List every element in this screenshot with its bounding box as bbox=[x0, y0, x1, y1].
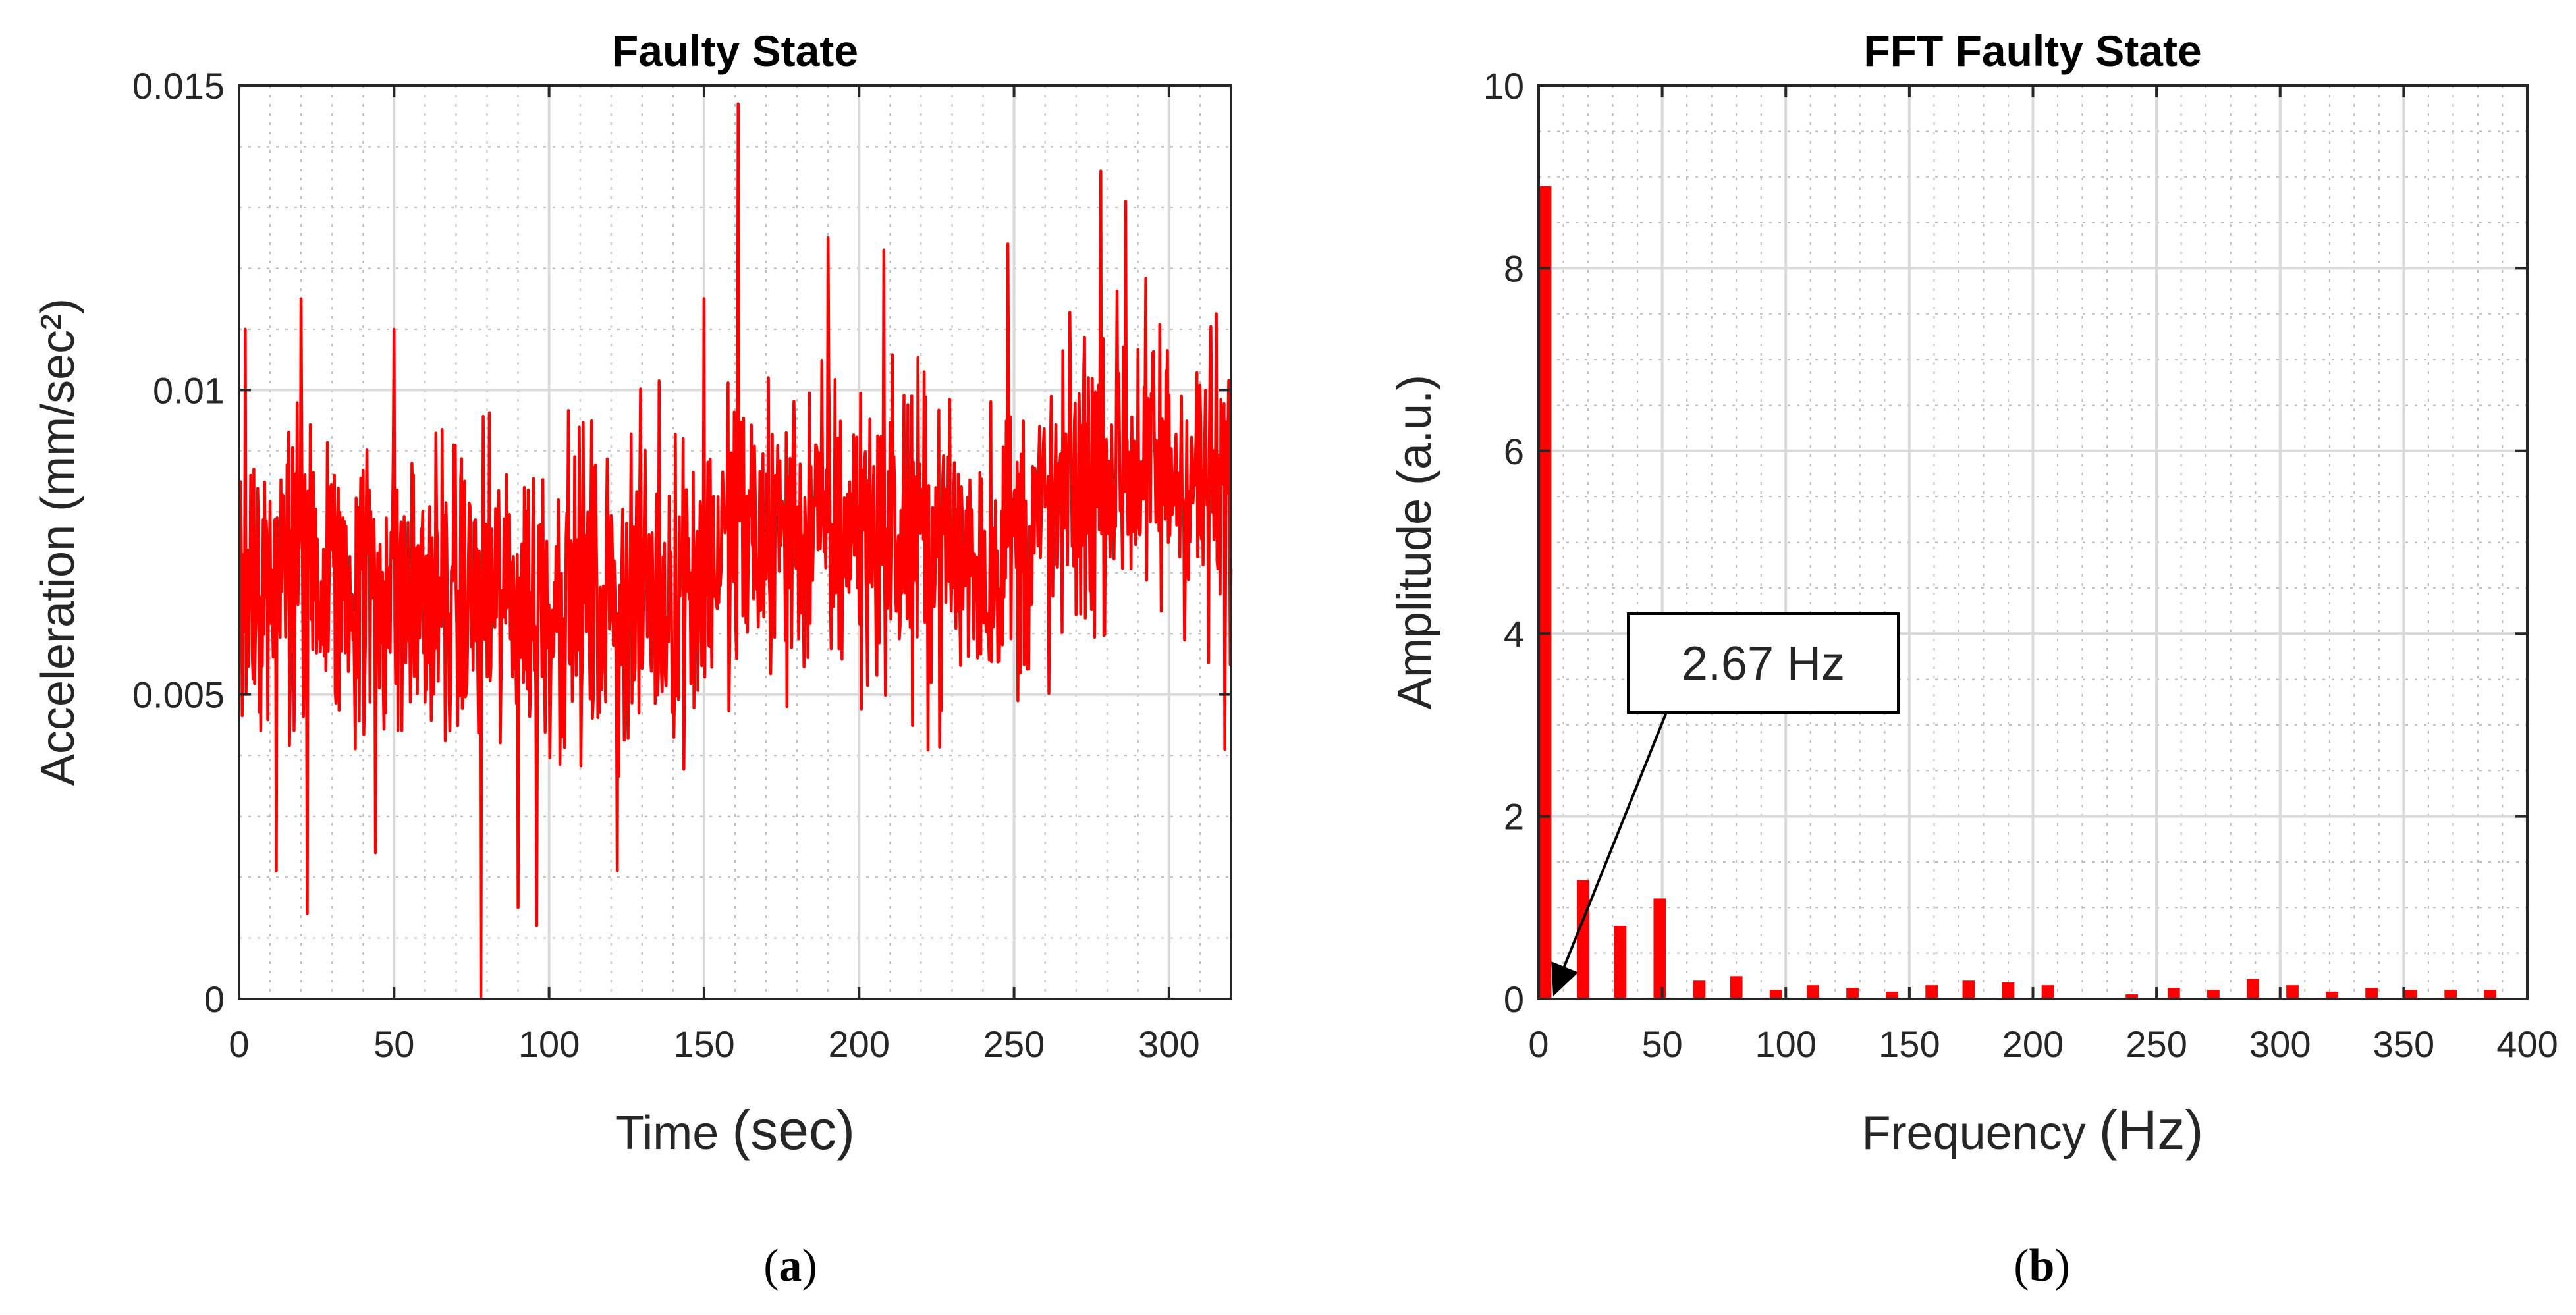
panel-b-annotation: 2.67 Hz bbox=[1551, 612, 1900, 996]
panel-a-caption: (a) bbox=[763, 1241, 817, 1291]
fft-bar bbox=[1693, 980, 1706, 999]
panel-b-title: FFT Faulty State bbox=[1863, 26, 2201, 75]
panel-a-signal-trace bbox=[237, 102, 1233, 1001]
panel-b-x-tick-label: 50 bbox=[1641, 1023, 1682, 1065]
panel-a-title: Faulty State bbox=[612, 26, 858, 75]
fft-bar bbox=[1886, 991, 1898, 999]
fft-bar bbox=[1846, 988, 1859, 999]
panel-b-x-tick-label: 100 bbox=[1755, 1023, 1817, 1065]
panel-a-y-axis-label: Acceleration (mm/sec²) bbox=[32, 298, 84, 786]
fft-bar bbox=[1730, 976, 1743, 999]
fft-bar bbox=[2041, 985, 2054, 999]
panel-b-x-tick-label: 400 bbox=[2496, 1023, 2558, 1065]
fft-bar bbox=[2247, 979, 2259, 999]
panel-b-y-axis-label: Amplitude (a.u.) bbox=[1388, 375, 1441, 709]
panel-a-axes-box bbox=[238, 84, 1232, 1000]
fft-bar bbox=[2405, 990, 2418, 999]
panel-a-x-tick-label: 150 bbox=[673, 1023, 734, 1065]
fft-bar bbox=[2125, 994, 2138, 999]
panel-b-x-tick-label: 0 bbox=[1528, 1023, 1548, 1065]
fft-bar bbox=[2444, 990, 2457, 999]
fft-bar bbox=[1962, 980, 1975, 999]
panel-b-y-tick-label: 2 bbox=[1504, 796, 1524, 838]
panel-b-x-tick-label: 350 bbox=[2373, 1023, 2434, 1065]
panel-b-x-axis-label: Frequency (Hz) bbox=[1862, 1099, 2204, 1161]
panel-b-x-tick-label: 300 bbox=[2249, 1023, 2311, 1065]
fft-bar bbox=[1577, 880, 1589, 999]
panel-a-y-tick-label: 0.01 bbox=[153, 369, 225, 411]
panel-b-x-tick-label: 200 bbox=[2002, 1023, 2064, 1065]
fft-bar bbox=[2484, 990, 2497, 999]
annotation-arrow-line bbox=[1558, 712, 1668, 979]
panel-a-x-tick-label: 200 bbox=[829, 1023, 890, 1065]
fft-bar bbox=[1925, 985, 1938, 999]
panel-a-x-tick-label: 250 bbox=[983, 1023, 1045, 1065]
panel-b-grid bbox=[1537, 84, 2529, 1000]
panel-a-y-tick-label: 0 bbox=[204, 979, 225, 1020]
annotation-text: 2.67 Hz bbox=[1682, 637, 1845, 690]
panel-a-ticks: 0 50 100 150 200 250 300 0 0.005 0.01 0.015 bbox=[132, 65, 1231, 1065]
fft-bar bbox=[1769, 990, 1782, 999]
fft-bar bbox=[2168, 988, 2180, 999]
panel-b-y-tick-label: 6 bbox=[1504, 431, 1524, 472]
fft-bar bbox=[1539, 186, 1552, 999]
panel-b-x-tick-label: 250 bbox=[2125, 1023, 2187, 1065]
panel-b-y-tick-label: 8 bbox=[1504, 248, 1524, 289]
panel-b-ticks: 0 50 100 150 200 250 300 350 400 0 2 4 6 8 10 bbox=[1483, 65, 2558, 1065]
fft-bar bbox=[2365, 988, 2378, 999]
fft-bar bbox=[2207, 990, 2220, 999]
fft-bar bbox=[1614, 926, 1627, 999]
fft-bar bbox=[1807, 985, 1819, 999]
acceleration-series-line bbox=[237, 102, 1233, 1001]
panel-b-x-tick-label: 150 bbox=[1878, 1023, 1940, 1065]
panel-a-x-tick-label: 100 bbox=[518, 1023, 580, 1065]
panel-b-y-tick-label: 10 bbox=[1483, 65, 1524, 107]
annotation-box bbox=[1627, 612, 1900, 714]
panel-b-y-tick-label: 0 bbox=[1504, 979, 1524, 1020]
fft-bar bbox=[2326, 991, 2338, 999]
panel-a-y-tick-label: 0.005 bbox=[132, 674, 225, 716]
panel-b-caption: (b) bbox=[2014, 1241, 2070, 1291]
panel-a-time-signal: 0 50 100 150 200 250 300 0 0.005 0.01 0.015 Faulty… bbox=[32, 26, 1233, 1291]
panel-a-y-tick-label: 0.015 bbox=[132, 65, 225, 107]
panel-a-x-tick-label: 0 bbox=[229, 1023, 249, 1065]
fft-bar bbox=[2002, 982, 2015, 999]
panel-a-x-tick-label: 50 bbox=[373, 1023, 414, 1065]
panel-a-x-tick-label: 300 bbox=[1138, 1023, 1199, 1065]
fft-bar bbox=[2286, 985, 2299, 999]
panel-b-y-tick-label: 4 bbox=[1504, 613, 1524, 655]
fft-bar bbox=[1653, 898, 1666, 999]
annotation-arrow-head bbox=[1551, 961, 1579, 996]
panel-a-x-axis-label: Time (sec) bbox=[615, 1099, 855, 1161]
